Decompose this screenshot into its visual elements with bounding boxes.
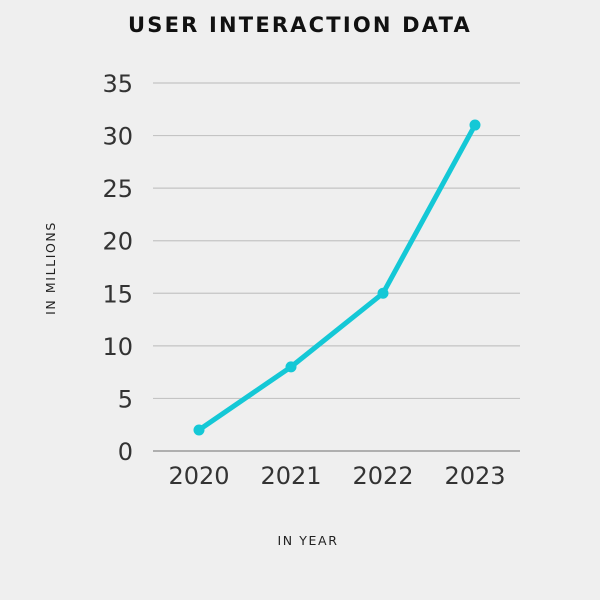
data-point xyxy=(377,287,389,299)
x-tick-label: 2022 xyxy=(352,462,413,490)
y-axis-ticks: 0 5 10 15 20 25 30 35 xyxy=(102,70,133,466)
y-tick-label: 0 xyxy=(118,438,133,466)
x-axis-title: IN YEAR xyxy=(278,533,339,548)
x-tick-label: 2020 xyxy=(168,462,229,490)
y-tick-label: 25 xyxy=(102,175,133,203)
data-point xyxy=(193,424,205,436)
x-axis-ticks: 2020 2021 2022 2023 xyxy=(168,462,505,490)
x-tick-label: 2023 xyxy=(444,462,505,490)
series-line xyxy=(196,122,478,433)
chart-title: USER INTERACTION DATA xyxy=(128,13,472,37)
y-tick-label: 35 xyxy=(102,70,133,98)
data-point xyxy=(469,119,481,131)
series-layer xyxy=(193,119,481,436)
y-tick-label: 30 xyxy=(102,123,133,151)
y-tick-label: 20 xyxy=(102,228,133,256)
x-tick-label: 2021 xyxy=(260,462,321,490)
y-tick-label: 5 xyxy=(118,385,133,413)
y-axis-title: IN MILLIONS xyxy=(43,221,58,315)
y-tick-label: 15 xyxy=(102,280,133,308)
data-point xyxy=(285,361,297,373)
y-tick-label: 10 xyxy=(102,333,133,361)
gridlines xyxy=(153,82,520,452)
